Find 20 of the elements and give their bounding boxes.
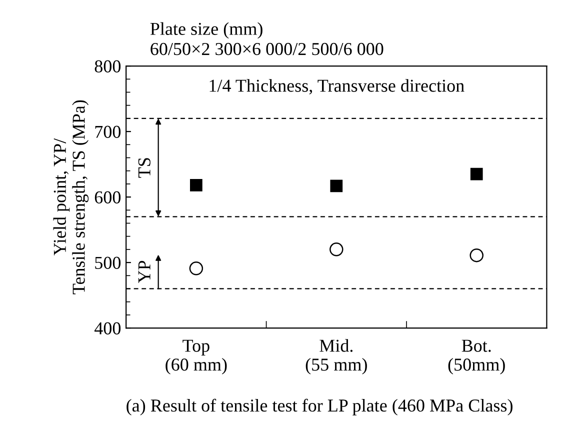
chart-title: Plate size (mm) 60/50×2 300×6 000/2 500/6 000 [150,22,384,56]
point [470,168,483,180]
y-axis-title: Yield point, YP/ Tensile strength, TS (MPa) [53,100,89,294]
y-tick-label: 600 [94,191,121,204]
annotation: 1/4 Thickness, Transverse direction [210,79,464,94]
y-tick-label: 500 [95,256,121,269]
point [190,179,202,192]
point [470,248,484,262]
x-tick-label: Mid. (55 mm) [306,339,367,374]
y-tick-label: 800 [94,60,121,72]
x-tick-label: Top (60 mm) [166,340,227,374]
text: (a) Result of tensile test for LP plate (460 MPa Class) [126,398,512,416]
y-tick-label: 400 [94,322,121,334]
point [330,180,343,192]
y-tick-label: 700 [95,126,121,138]
annotation: YP [138,260,150,284]
point [189,262,204,276]
x-tick-label: Bot. (50mm) [448,340,505,374]
point [330,242,344,256]
annotation: TS [138,158,150,178]
